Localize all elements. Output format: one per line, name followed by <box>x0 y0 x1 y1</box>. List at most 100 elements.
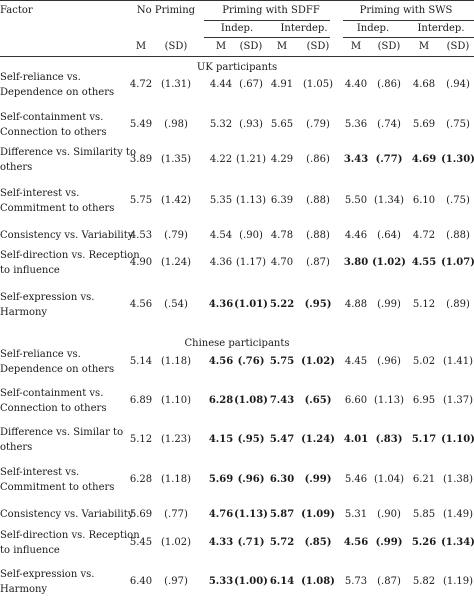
sd-value: (1.38) <box>442 474 474 485</box>
sd-value: (1.01) <box>234 299 268 310</box>
mean-value: 4.36 <box>208 299 234 310</box>
group-header-sdff: Priming with SDFF <box>222 5 320 16</box>
mean-value: 6.10 <box>412 195 436 206</box>
sd-value: (.76) <box>237 356 265 367</box>
sd-value: (.64) <box>377 230 401 241</box>
stat-header-sd: (SD) <box>306 41 330 52</box>
row-label: Connection to others <box>0 402 107 414</box>
sd-value: (1.02) <box>160 537 192 548</box>
sd-value: (1.24) <box>160 257 192 268</box>
group-header-sws: Priming with SWS <box>359 5 453 16</box>
sd-value: (1.10) <box>441 434 474 445</box>
mean-value: 5.69 <box>412 119 436 130</box>
stat-header-m: M <box>418 41 430 52</box>
mean-value: 5.32 <box>209 119 233 130</box>
header-bottom-rule <box>0 56 474 57</box>
subgroup-sdff-interdep: Interdep. <box>280 23 328 34</box>
sd-value: (.86) <box>306 154 330 165</box>
row-label: Self-direction vs. Reception <box>0 529 140 541</box>
sd-value: (.88) <box>446 230 470 241</box>
mean-value: 6.28 <box>129 474 153 485</box>
mean-value: 4.91 <box>270 79 294 90</box>
mean-value: 5.45 <box>129 537 153 548</box>
row-label: to influence <box>0 544 60 556</box>
sd-value: (1.18) <box>160 356 192 367</box>
sd-value: (.88) <box>306 195 330 206</box>
sd-value: (.95) <box>304 299 332 310</box>
row-label: Commitment to others <box>0 481 115 493</box>
mean-value: 4.69 <box>411 154 437 165</box>
mean-value: 4.44 <box>209 79 233 90</box>
mean-value: 4.56 <box>129 299 153 310</box>
sd-value: (.87) <box>377 576 401 587</box>
sd-value: (.98) <box>164 119 188 130</box>
mean-value: 5.75 <box>269 356 295 367</box>
sdff-span-rule <box>204 20 330 21</box>
row-label: Self-reliance vs. <box>0 71 81 83</box>
sd-value: (1.13) <box>234 509 268 520</box>
sd-value: (1.13) <box>235 195 267 206</box>
sd-value: (1.00) <box>234 576 268 587</box>
row-label: Self-containment vs. <box>0 111 104 123</box>
sd-value: (1.04) <box>373 474 405 485</box>
sd-value: (.65) <box>304 395 332 406</box>
mean-value: 5.12 <box>129 434 153 445</box>
mean-value: 4.72 <box>129 79 153 90</box>
mean-value: 6.60 <box>344 395 368 406</box>
row-label: others <box>0 161 33 173</box>
sd-value: (.95) <box>237 434 265 445</box>
mean-value: 4.90 <box>129 257 153 268</box>
sd-value: (.54) <box>164 299 188 310</box>
row-label: Harmony <box>0 583 48 595</box>
row-label: Self-direction vs. Reception <box>0 249 140 261</box>
subgroup-sws-interdep: Interdep. <box>417 23 465 34</box>
mean-value: 4.40 <box>344 79 368 90</box>
sd-value: (1.02) <box>301 356 335 367</box>
mean-value: 4.01 <box>343 434 369 445</box>
row-label: Difference vs. Similarity to <box>0 146 136 158</box>
sd-value: (1.49) <box>442 509 474 520</box>
sd-value: (.67) <box>239 79 263 90</box>
sd-value: (.88) <box>306 230 330 241</box>
mean-value: 4.68 <box>412 79 436 90</box>
sdff-sub-rule <box>204 37 330 38</box>
row-label: Difference vs. Similar to <box>0 426 124 438</box>
mean-value: 4.56 <box>208 356 234 367</box>
sd-value: (.79) <box>164 230 188 241</box>
row-label: Self-expression vs. <box>0 291 95 303</box>
sd-value: (1.08) <box>234 395 268 406</box>
mean-value: 5.85 <box>412 509 436 520</box>
sd-value: (.97) <box>164 576 188 587</box>
mean-value: 5.26 <box>411 537 437 548</box>
mean-value: 5.36 <box>344 119 368 130</box>
sws-span-rule <box>343 20 474 21</box>
stat-header-m: M <box>276 41 288 52</box>
mean-value: 5.14 <box>129 356 153 367</box>
sd-value: (.90) <box>377 509 401 520</box>
sd-value: (.89) <box>446 299 470 310</box>
section-title: Chinese participants <box>184 338 290 349</box>
row-label: Commitment to others <box>0 202 115 214</box>
group-header-no-priming: No Priming <box>136 5 196 16</box>
stat-header-sd: (SD) <box>239 41 263 52</box>
mean-value: 4.53 <box>129 230 153 241</box>
row-label: Self-interest vs. <box>0 187 80 199</box>
stat-header-m: M <box>215 41 227 52</box>
sd-value: (1.34) <box>373 195 405 206</box>
stat-header-m: M <box>350 41 362 52</box>
sws-sub-rule <box>343 37 474 38</box>
sd-value: (.93) <box>239 119 263 130</box>
sd-value: (1.09) <box>301 509 335 520</box>
mean-value: 4.54 <box>209 230 233 241</box>
mean-value: 5.73 <box>344 576 368 587</box>
stat-header-m: M <box>135 41 147 52</box>
mean-value: 4.55 <box>411 257 437 268</box>
factor-header: Factor <box>0 5 33 16</box>
row-label: Self-expression vs. <box>0 568 95 580</box>
sd-value: (1.23) <box>160 434 192 445</box>
sd-value: (1.13) <box>373 395 405 406</box>
mean-value: 4.36 <box>209 257 233 268</box>
sd-value: (.83) <box>375 434 403 445</box>
sd-value: (.96) <box>377 356 401 367</box>
